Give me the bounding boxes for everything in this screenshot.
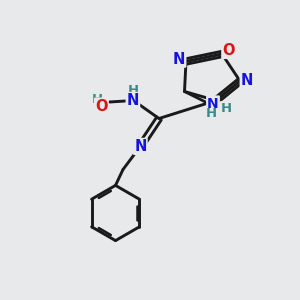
Text: O: O: [95, 99, 108, 114]
Text: N: N: [241, 73, 253, 88]
Text: N: N: [173, 52, 185, 67]
Text: H: H: [127, 84, 139, 98]
Text: N: N: [134, 139, 147, 154]
Text: H: H: [206, 107, 217, 120]
Text: H: H: [221, 102, 232, 115]
Text: N: N: [207, 97, 219, 110]
Text: N: N: [127, 93, 139, 108]
Text: H: H: [92, 92, 103, 106]
Text: O: O: [222, 43, 235, 58]
